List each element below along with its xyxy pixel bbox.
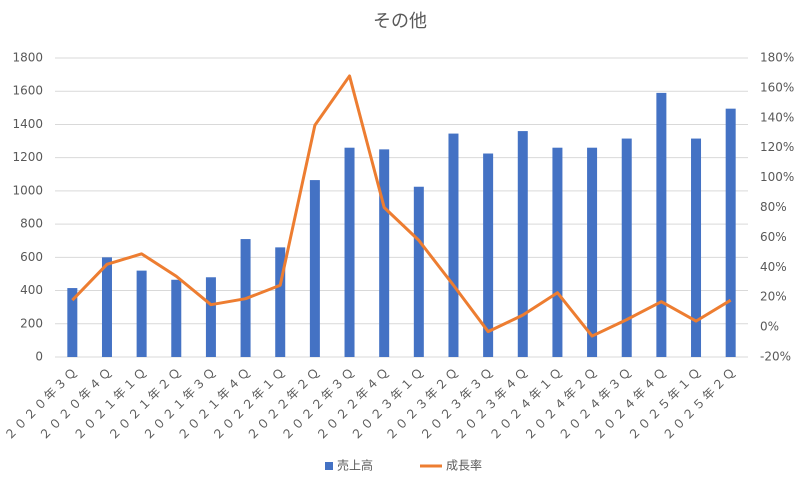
y2-tick-label: 80%: [760, 200, 787, 214]
bar: [379, 149, 390, 357]
y2-tick-label: 60%: [760, 230, 787, 244]
bar: [67, 288, 78, 357]
y2-tick-label: 100%: [760, 170, 794, 184]
y2-tick-label: 40%: [760, 260, 787, 274]
bar: [136, 270, 147, 357]
legend-label: 成長率: [446, 458, 482, 473]
y-tick-label: 1000: [12, 183, 43, 197]
bar: [656, 92, 667, 357]
y-tick-label: 1600: [12, 84, 43, 98]
y-tick-label: 800: [20, 217, 43, 231]
legend-label: 売上高: [337, 458, 373, 473]
y-tick-label: 1800: [12, 51, 43, 65]
bar: [309, 180, 320, 357]
y-tick-label: 200: [20, 316, 43, 330]
line: [71, 74, 732, 338]
y2-tick-label: -20%: [760, 350, 791, 364]
bar: [171, 279, 182, 357]
bar: [275, 247, 286, 357]
bar: [552, 147, 563, 357]
chart-title: その他: [373, 11, 427, 32]
bar: [483, 153, 494, 357]
y-tick-label: 600: [20, 250, 43, 264]
bar: [725, 108, 736, 358]
bar: [413, 186, 424, 357]
bar: [205, 277, 216, 357]
y2-tick-label: 0%: [760, 320, 779, 334]
bar: [517, 131, 528, 357]
bar: [448, 133, 459, 357]
y2-tick-label: 160%: [760, 80, 794, 94]
bar: [587, 147, 598, 357]
y2-tick-label: 180%: [760, 51, 794, 65]
bar: [691, 138, 702, 357]
bar: [101, 257, 112, 357]
y-tick-label: 400: [20, 283, 43, 297]
y-tick-label: 1400: [12, 117, 43, 131]
bar: [621, 138, 632, 357]
y2-tick-label: 140%: [760, 110, 794, 124]
y-tick-label: 0: [35, 350, 43, 364]
y2-tick-label: 120%: [760, 140, 794, 154]
legend-swatch: [325, 462, 333, 470]
y-tick-label: 1200: [12, 150, 43, 164]
bar: [344, 147, 355, 357]
y2-tick-label: 20%: [760, 290, 787, 304]
